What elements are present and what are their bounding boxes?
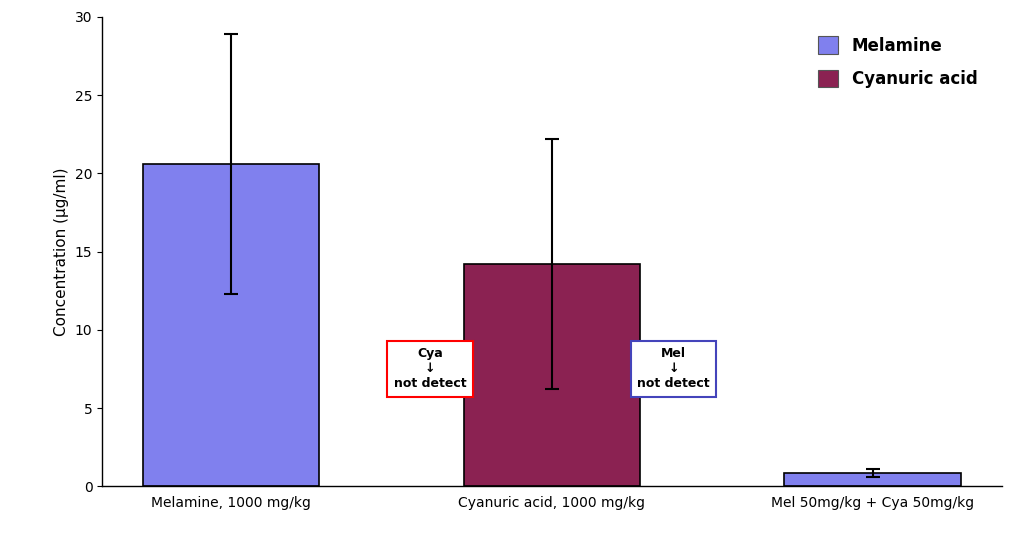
Bar	[784, 473, 961, 486]
Y-axis label: Concentration (μg/ml): Concentration (μg/ml)	[54, 167, 69, 336]
Text: Cya
↓
not detect: Cya ↓ not detect	[393, 348, 466, 390]
Bar	[143, 164, 320, 486]
Legend: Melamine, Cyanuric acid: Melamine, Cyanuric acid	[811, 30, 984, 94]
Text: Mel
↓
not detect: Mel ↓ not detect	[638, 348, 710, 390]
Bar	[464, 264, 640, 486]
